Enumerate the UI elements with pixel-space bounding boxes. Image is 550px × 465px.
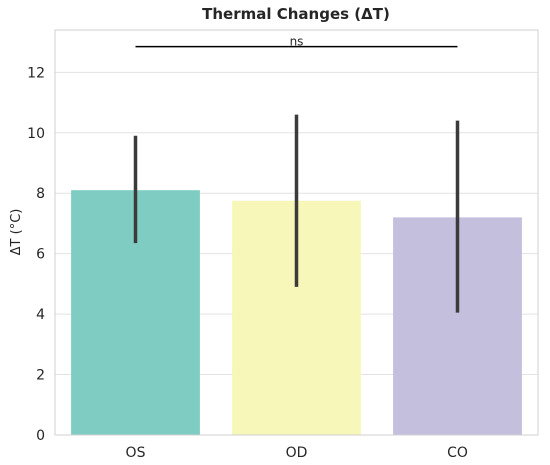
significance-label: ns xyxy=(290,35,304,49)
x-tick-label: OD xyxy=(286,445,308,461)
y-tick-label: 8 xyxy=(36,186,45,202)
x-tick-label: CO xyxy=(447,445,468,461)
error-bars xyxy=(133,114,460,313)
axes xyxy=(54,29,539,436)
chart-title: Thermal Changes (ΔT) xyxy=(202,5,390,23)
significance-annotation: ns xyxy=(135,35,458,49)
y-tick-label: 0 xyxy=(36,428,45,444)
y-tick-label: 12 xyxy=(27,65,45,81)
y-tick-label: 4 xyxy=(36,307,45,323)
tick-labels: 0 2 4 6 8 10 12 OS OD CO xyxy=(27,65,468,461)
x-tick-label: OS xyxy=(126,445,146,461)
y-tick-label: 2 xyxy=(36,368,45,384)
y-axis-label: ΔT (°C) xyxy=(9,209,24,256)
plot-frame xyxy=(54,29,539,436)
y-tick-label: 10 xyxy=(27,126,45,142)
y-tick-label: 6 xyxy=(36,247,45,263)
